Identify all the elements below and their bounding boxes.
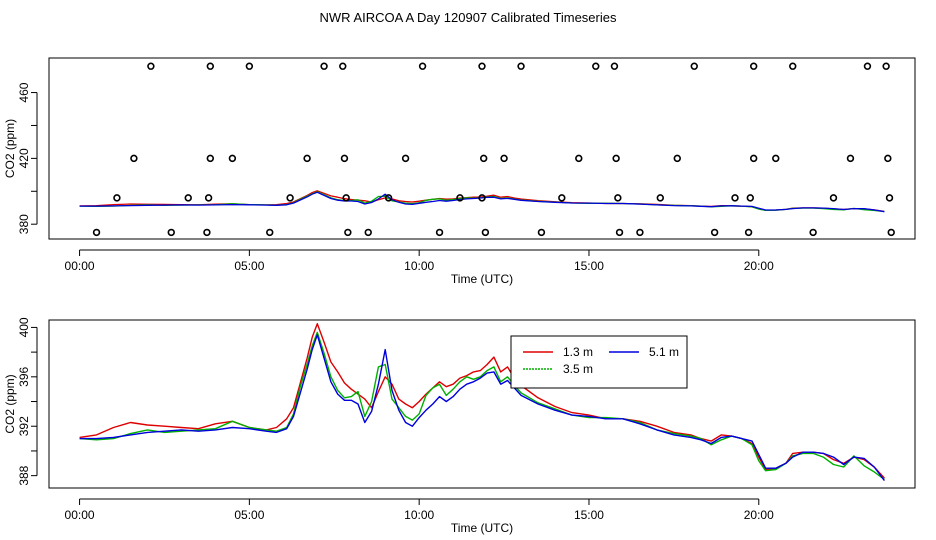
sample-point-low bbox=[435, 228, 444, 237]
sample-point-top bbox=[478, 62, 486, 70]
sample-point-mid bbox=[746, 194, 754, 202]
sample-point-mid bbox=[885, 194, 894, 202]
sample-point-upper bbox=[340, 154, 349, 163]
x-tick-label: 10:00 bbox=[404, 259, 434, 273]
sample-point-mid bbox=[286, 194, 294, 202]
sample-point-top bbox=[418, 62, 427, 70]
sample-point-low bbox=[203, 228, 211, 237]
sample-point-upper bbox=[884, 154, 892, 163]
sample-point-mid bbox=[829, 194, 838, 202]
y-tick-label: 380 bbox=[17, 214, 31, 234]
sample-point-mid bbox=[656, 194, 664, 202]
sample-point-top bbox=[882, 62, 890, 70]
sample-point-low bbox=[266, 228, 274, 237]
sample-point-mid bbox=[384, 194, 393, 202]
sample-point-upper bbox=[228, 154, 237, 163]
sample-point-upper bbox=[206, 154, 215, 163]
sample-point-mid bbox=[342, 194, 350, 202]
x-tick-label: 20:00 bbox=[744, 259, 774, 273]
sample-point-low bbox=[167, 228, 175, 237]
sample-point-top bbox=[206, 62, 215, 70]
y-tick-label: 388 bbox=[17, 465, 31, 485]
sample-point-top bbox=[245, 62, 254, 70]
sample-point-top bbox=[863, 62, 872, 70]
x-tick-label: 05:00 bbox=[234, 259, 264, 273]
sample-point-mid bbox=[113, 194, 121, 202]
sample-point-low bbox=[364, 228, 372, 237]
y-tick-label: 460 bbox=[17, 82, 31, 102]
sample-point-low bbox=[636, 228, 644, 237]
legend-label: 5.1 m bbox=[649, 345, 679, 359]
series-line-5-1-m bbox=[79, 334, 885, 482]
legend-box bbox=[510, 335, 688, 389]
legend-label: 1.3 m bbox=[563, 345, 593, 359]
sample-point-mid bbox=[204, 194, 213, 202]
sample-point-upper bbox=[401, 154, 410, 163]
x-tick-label: 20:00 bbox=[744, 508, 774, 522]
sample-point-low bbox=[481, 228, 490, 237]
series-line-1-3-m bbox=[79, 323, 885, 479]
series-line-3-5-m bbox=[79, 331, 885, 480]
sample-point-top bbox=[592, 62, 600, 70]
sample-point-upper bbox=[575, 154, 583, 163]
y-tick-label: 420 bbox=[17, 148, 31, 168]
x-tick-label: 15:00 bbox=[574, 508, 604, 522]
x-tick-label: 00:00 bbox=[65, 508, 95, 522]
sample-point-top bbox=[610, 62, 619, 70]
sample-point-low bbox=[744, 228, 753, 237]
y-axis-label: CO2 (ppm) bbox=[3, 374, 17, 433]
sample-point-top bbox=[339, 62, 347, 70]
sample-point-low bbox=[710, 228, 719, 237]
sample-point-mid bbox=[456, 194, 464, 202]
sample-point-upper bbox=[749, 154, 758, 163]
x-tick-label: 10:00 bbox=[404, 508, 434, 522]
y-tick-label: 396 bbox=[17, 366, 31, 386]
series-line-5-1-m bbox=[79, 191, 885, 213]
plot-frame bbox=[48, 319, 916, 489]
x-axis-label: Time (UTC) bbox=[451, 272, 513, 286]
figure-title: NWR AIRCOA A Day 120907 Calibrated Times… bbox=[320, 10, 617, 25]
x-tick-label: 15:00 bbox=[574, 259, 604, 273]
sample-point-upper bbox=[500, 154, 508, 163]
sample-point-low bbox=[92, 228, 101, 237]
sample-point-low bbox=[809, 228, 817, 237]
sample-point-mid bbox=[731, 194, 739, 202]
sample-point-upper bbox=[479, 154, 488, 163]
sample-point-low bbox=[537, 228, 546, 237]
sample-point-mid bbox=[478, 194, 486, 202]
sample-point-mid bbox=[184, 194, 192, 202]
sample-point-top bbox=[517, 62, 525, 70]
x-tick-label: 00:00 bbox=[65, 259, 95, 273]
sample-point-upper bbox=[612, 154, 620, 163]
sample-point-upper bbox=[303, 154, 311, 163]
sample-point-low bbox=[887, 228, 895, 237]
sample-point-top bbox=[789, 62, 797, 70]
sample-point-top bbox=[749, 62, 758, 70]
x-axis-label: Time (UTC) bbox=[451, 521, 513, 535]
x-tick-label: 05:00 bbox=[234, 508, 264, 522]
sample-point-low bbox=[344, 228, 352, 237]
sample-point-top bbox=[147, 62, 155, 70]
sample-point-upper bbox=[130, 154, 138, 163]
panel-bottom-inlet-series: 00:00 05:00 10:00 15:00 20:00 Time (UTC) 388 39… bbox=[3, 317, 916, 535]
y-tick-label: 392 bbox=[17, 416, 31, 436]
y-axis-label: CO2 (ppm) bbox=[3, 119, 17, 178]
sample-point-upper bbox=[772, 154, 780, 163]
sample-point-mid bbox=[558, 194, 566, 202]
sample-point-low bbox=[615, 228, 624, 237]
plot-frame bbox=[48, 57, 916, 240]
sample-point-upper bbox=[673, 154, 681, 163]
panel-top-all-heights: 00:00 05:00 10:00 15:00 20:00 Time (UTC) 380 42… bbox=[3, 57, 916, 286]
sample-point-top bbox=[320, 62, 328, 70]
y-tick-label: 400 bbox=[17, 317, 31, 337]
sample-point-mid bbox=[614, 194, 622, 202]
sample-point-upper bbox=[846, 154, 855, 163]
legend-label: 3.5 m bbox=[563, 362, 593, 376]
sample-point-top bbox=[690, 62, 698, 70]
